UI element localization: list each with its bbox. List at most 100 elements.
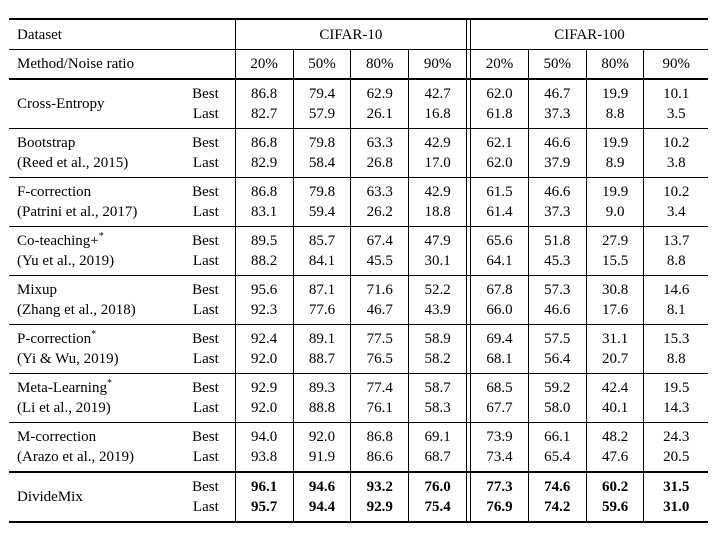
value-cell: 19.5 bbox=[643, 373, 708, 398]
double-rule-spacer bbox=[465, 226, 472, 251]
value-cell: 20.7 bbox=[585, 349, 644, 374]
method-citation: (Arazo et al., 2019) bbox=[17, 449, 135, 465]
method-asterisk: * bbox=[91, 329, 97, 340]
value-cell: 96.1 bbox=[234, 471, 294, 497]
value-cell: 19.9 bbox=[585, 177, 644, 202]
noise-header-c100-20: 20% bbox=[470, 49, 529, 80]
value-cell: 14.3 bbox=[643, 398, 708, 423]
value-cell: 86.8 bbox=[234, 177, 294, 202]
value-cell: 19.9 bbox=[585, 78, 644, 104]
method-row-best: P-correction* (Yi & Wu, 2019) Best 92.4 89.1… bbox=[9, 324, 708, 374]
value-cell: 67.8 bbox=[470, 275, 529, 300]
value-cell: 83.1 bbox=[234, 202, 294, 227]
value-cell: 92.0 bbox=[292, 422, 351, 447]
value-cell: 45.5 bbox=[350, 251, 409, 276]
method-name: Cross-Entropy bbox=[17, 96, 105, 112]
method-cell: Meta-Learning* (Li et al., 2019) bbox=[9, 373, 190, 423]
value-cell: 43.9 bbox=[408, 300, 467, 325]
method-name: Meta-Learning* bbox=[17, 378, 112, 397]
value-cell: 59.2 bbox=[527, 373, 587, 398]
row-label-last: Last bbox=[192, 400, 219, 416]
dataset-header-row: Dataset CIFAR-10 CIFAR-100 bbox=[9, 19, 708, 50]
value-cell: 51.8 bbox=[527, 226, 587, 251]
double-rule-spacer bbox=[465, 497, 472, 522]
value-cell: 66.0 bbox=[486, 302, 513, 318]
double-rule-spacer bbox=[465, 275, 472, 300]
method-name: DivideMix bbox=[17, 489, 83, 505]
row-label-last: Last bbox=[192, 106, 219, 122]
row-label-best: Best bbox=[189, 226, 236, 251]
method-citation: (Yi & Wu, 2019) bbox=[17, 351, 119, 367]
value-cell: 42.4 bbox=[585, 373, 644, 398]
value-cell: 46.7 bbox=[527, 78, 587, 104]
value-cell: 30.8 bbox=[585, 275, 644, 300]
row-label-best: Best bbox=[189, 373, 236, 398]
value-cell: 65.6 bbox=[470, 226, 529, 251]
value-cell: 10.1 bbox=[643, 78, 708, 104]
row-label-best: Best bbox=[189, 471, 236, 497]
method-citation: (Li et al., 2019) bbox=[17, 400, 111, 416]
value-cell: 79.4 bbox=[292, 78, 351, 104]
value-cell: 61.5 bbox=[470, 177, 529, 202]
noise-header-c100-50: 50% bbox=[527, 49, 587, 80]
noise-header-c100-80: 80% bbox=[585, 49, 644, 80]
double-rule-spacer bbox=[465, 300, 472, 325]
value-cell: 26.2 bbox=[350, 202, 409, 227]
method-citation: (Reed et al., 2015) bbox=[17, 155, 129, 171]
method-row-last: Last 83.1 59.4 26.2 18.8 61.4 37.3 9.0 3.4 bbox=[9, 202, 708, 227]
value-cell: 63.3 bbox=[350, 128, 409, 153]
value-cell: 17.6 bbox=[585, 300, 644, 325]
method-cell: P-correction* (Yi & Wu, 2019) bbox=[9, 324, 190, 374]
method-row-best: F-correction (Patrini et al., 2017) Best 86… bbox=[9, 177, 708, 227]
noise-header-c100-90: 90% bbox=[643, 49, 708, 80]
value-cell: 30.1 bbox=[408, 251, 467, 276]
value-cell: 8.8 bbox=[643, 349, 708, 374]
value-cell: 15.3 bbox=[643, 324, 708, 349]
value-cell: 88.2 bbox=[234, 251, 294, 276]
row-label-best: Best bbox=[189, 275, 236, 300]
value-cell: 63.3 bbox=[350, 177, 409, 202]
value-cell: 31.1 bbox=[585, 324, 644, 349]
method-row-last: Last 82.7 57.9 26.1 16.8 61.8 37.3 8.8 3.5 bbox=[9, 104, 708, 129]
method-row-best: Co-teaching+* (Yu et al., 2019) Best 89.5 85… bbox=[9, 226, 708, 276]
value-cell: 64.1 bbox=[486, 253, 513, 269]
value-cell: 47.6 bbox=[585, 447, 644, 472]
value-cell: 76.9 bbox=[486, 499, 513, 515]
value-cell: 93.8 bbox=[234, 447, 294, 472]
method-row-last: Last 88.2 84.1 45.5 30.1 64.1 45.3 15.5 8.8 bbox=[9, 251, 708, 276]
value-cell: 8.9 bbox=[585, 153, 644, 178]
method-row-best: M-correction (Arazo et al., 2019) Best 94.0… bbox=[9, 422, 708, 472]
row-label-best: Best bbox=[189, 422, 236, 447]
method-row-last: Last 82.9 58.4 26.8 17.0 62.0 37.9 8.9 3.8 bbox=[9, 153, 708, 178]
value-cell: 20.5 bbox=[643, 447, 708, 472]
row-label-last: Last bbox=[192, 499, 219, 515]
method-citation: (Patrini et al., 2017) bbox=[17, 204, 138, 220]
value-cell: 58.2 bbox=[408, 349, 467, 374]
value-cell: 46.6 bbox=[527, 177, 587, 202]
method-citation: (Yu et al., 2019) bbox=[17, 253, 115, 269]
value-cell: 8.8 bbox=[643, 251, 708, 276]
double-rule-spacer bbox=[465, 202, 472, 227]
value-cell: 17.0 bbox=[408, 153, 467, 178]
row-label-last: Last bbox=[192, 155, 219, 171]
value-cell: 66.1 bbox=[527, 422, 587, 447]
value-cell: 68.7 bbox=[408, 447, 467, 472]
value-cell: 61.8 bbox=[486, 106, 513, 122]
value-cell: 42.9 bbox=[408, 128, 467, 153]
dataset-label: Dataset bbox=[9, 19, 236, 50]
double-rule-spacer bbox=[465, 177, 472, 202]
table-head: Dataset CIFAR-10 CIFAR-100 Method/Noise … bbox=[9, 19, 708, 80]
value-cell: 40.1 bbox=[585, 398, 644, 423]
method-name: Co-teaching+* bbox=[17, 231, 104, 250]
value-cell: 3.5 bbox=[643, 104, 708, 129]
method-row-best: Cross-Entropy Best 86.8 79.4 62.9 42.7 62.0 46.… bbox=[9, 78, 708, 129]
value-cell: 31.5 bbox=[643, 471, 708, 497]
row-label-last: Last bbox=[192, 204, 219, 220]
value-cell: 31.0 bbox=[643, 497, 708, 522]
value-cell: 62.0 bbox=[470, 78, 529, 104]
value-cell: 91.9 bbox=[292, 447, 351, 472]
value-cell: 93.2 bbox=[350, 471, 409, 497]
method-noise-label: Method/Noise ratio bbox=[9, 49, 236, 80]
value-cell: 92.9 bbox=[234, 373, 294, 398]
value-cell: 42.7 bbox=[408, 78, 467, 104]
